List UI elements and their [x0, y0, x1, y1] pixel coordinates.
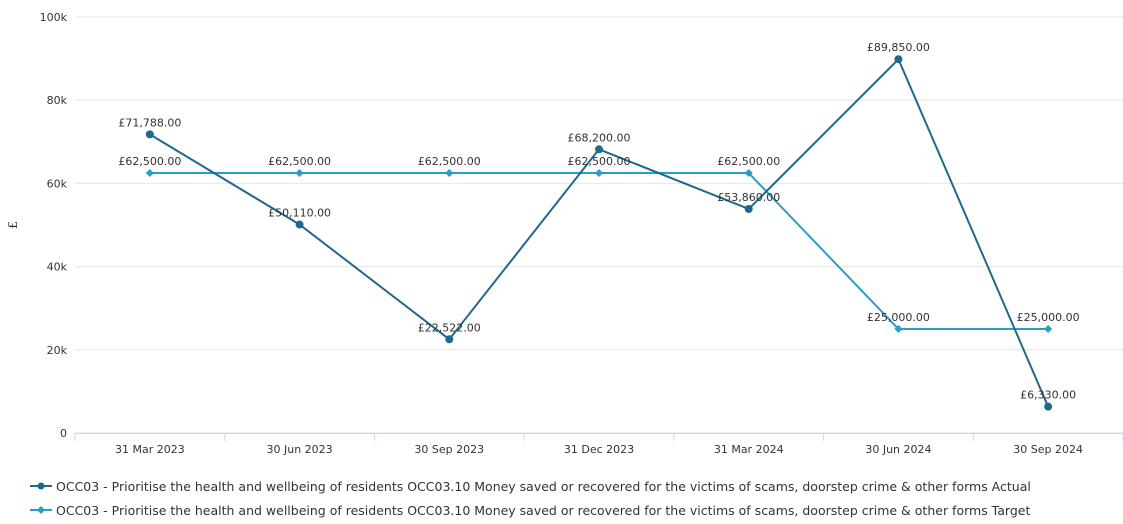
data-label-target: £62,500.00 — [717, 155, 780, 168]
data-point-target — [1044, 325, 1053, 333]
y-tick-label: 0 — [60, 427, 67, 440]
line-chart: £ 0 20k 40k 60k 80k 100k 31 Mar 2023 30 Jun 202… — [6, 11, 1123, 456]
y-tick-label: 40k — [47, 261, 68, 274]
data-label-target: £62,500.00 — [118, 155, 181, 168]
legend: OCC03 - Prioritise the health and wellbe… — [30, 474, 1120, 522]
series-line-actual — [149, 58, 1050, 408]
data-point-target — [894, 325, 903, 333]
data-labels: £71,788.00 £50,110.00 £22,522.00 £68,200.00… — [118, 41, 1079, 401]
y-tick-label: 60k — [47, 177, 68, 190]
x-tick-label: 30 Sep 2024 — [1013, 443, 1083, 456]
data-label-target: £62,500.00 — [268, 155, 331, 168]
data-label-actual: £71,788.00 — [118, 116, 181, 129]
x-tick-label: 31 Dec 2023 — [564, 443, 634, 456]
data-point-target — [744, 169, 753, 177]
data-point-actual — [145, 130, 154, 139]
x-tick-label: 31 Mar 2024 — [714, 443, 784, 456]
y-axis-title: £ — [6, 221, 20, 229]
data-point-actual — [445, 335, 454, 344]
data-label-target: £62,500.00 — [568, 155, 631, 168]
legend-item-target[interactable]: OCC03 - Prioritise the health and wellbe… — [30, 498, 1120, 522]
data-point-target — [295, 169, 304, 177]
data-point-target — [145, 169, 154, 177]
legend-circle-marker-icon — [30, 482, 52, 490]
data-label-actual: £50,110.00 — [268, 207, 331, 220]
x-tick-label: 30 Jun 2024 — [865, 443, 931, 456]
data-label-actual: £68,200.00 — [568, 131, 631, 144]
series-line-target — [149, 172, 1049, 330]
x-tick-label: 31 Mar 2023 — [115, 443, 185, 456]
data-label-actual: £89,850.00 — [867, 41, 930, 54]
data-label-actual: £53,860.00 — [717, 191, 780, 204]
gridlines — [75, 16, 1123, 434]
data-point-actual — [1044, 402, 1053, 411]
legend-item-actual[interactable]: OCC03 - Prioritise the health and wellbe… — [30, 474, 1120, 498]
x-tick-label: 30 Sep 2023 — [414, 443, 484, 456]
y-tick-label: 20k — [47, 344, 68, 357]
data-label-actual: £6,330.00 — [1020, 389, 1076, 402]
series — [145, 55, 1053, 411]
data-label-target: £62,500.00 — [418, 155, 481, 168]
data-point-target — [445, 169, 454, 177]
legend-label-target: OCC03 - Prioritise the health and wellbe… — [56, 502, 1031, 518]
data-label-target: £25,000.00 — [1017, 311, 1080, 324]
data-label-target: £25,000.00 — [867, 311, 930, 324]
legend-label-actual: OCC03 - Prioritise the health and wellbe… — [56, 478, 1031, 494]
data-point-actual — [894, 55, 903, 64]
data-point-actual — [295, 220, 304, 229]
axes: £ 0 20k 40k 60k 80k 100k 31 Mar 2023 30 Jun 202… — [6, 11, 1123, 456]
data-point-actual — [744, 204, 753, 213]
y-tick-label: 100k — [40, 11, 68, 24]
x-tick-label: 30 Jun 2023 — [266, 443, 332, 456]
data-point-actual — [595, 145, 603, 154]
data-point-target — [595, 169, 603, 177]
data-label-actual: £22,522.00 — [418, 321, 481, 334]
y-tick-label: 80k — [47, 94, 68, 107]
legend-diamond-marker-icon — [30, 506, 52, 514]
